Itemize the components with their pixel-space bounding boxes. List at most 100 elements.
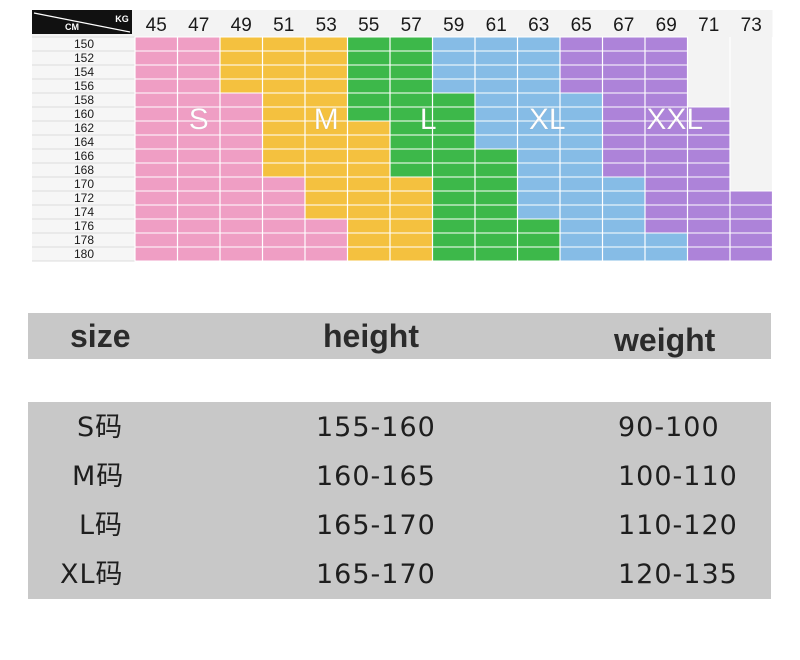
- size-cell: [602, 176, 646, 192]
- size-cell: [219, 92, 263, 108]
- size-cell: [517, 64, 561, 80]
- weight-tick-label: 67: [613, 15, 634, 36]
- size-cell: [644, 232, 688, 248]
- size-cell: [304, 64, 348, 80]
- weight-tick-label: 61: [486, 15, 507, 36]
- row-height: 165-170: [316, 510, 436, 541]
- height-tick-label: 166: [74, 149, 94, 163]
- size-cell: [134, 36, 178, 52]
- size-cell: [262, 50, 306, 66]
- corner-label-cm: CM: [65, 22, 79, 32]
- size-cell: [262, 134, 306, 150]
- size-cell: [559, 162, 603, 178]
- size-cell: [474, 246, 518, 262]
- size-cell: [304, 176, 348, 192]
- weight-tick-label: 59: [443, 15, 464, 36]
- size-cell: [729, 218, 773, 234]
- table-row: XL码 165-170 120-135: [28, 550, 771, 599]
- size-cell: [474, 148, 518, 164]
- size-cell: [432, 50, 476, 66]
- size-cell: [559, 120, 603, 136]
- size-cell: [517, 148, 561, 164]
- size-cell: [177, 218, 221, 234]
- height-tick-label: 164: [74, 135, 94, 149]
- size-cell: [432, 36, 476, 52]
- size-cell: [644, 134, 688, 150]
- size-cell: [134, 92, 178, 108]
- size-cell: [304, 148, 348, 164]
- size-cell: [602, 92, 646, 108]
- size-cell: [134, 148, 178, 164]
- size-cell: [347, 232, 391, 248]
- size-cell: [304, 36, 348, 52]
- size-cell: [644, 190, 688, 206]
- size-cell: [517, 78, 561, 94]
- size-cell: [602, 204, 646, 220]
- size-cell: [134, 134, 178, 150]
- size-cell: [517, 134, 561, 150]
- size-cell: [389, 134, 433, 150]
- row-weight: 120-135: [618, 559, 738, 590]
- row-weight: 100-110: [618, 461, 738, 492]
- size-cell: [559, 92, 603, 108]
- size-cell: [347, 148, 391, 164]
- size-cell: [304, 162, 348, 178]
- size-cell: [474, 204, 518, 220]
- size-cell: [134, 176, 178, 192]
- size-cell: [219, 78, 263, 94]
- size-cell: [219, 36, 263, 52]
- size-cell: [517, 246, 561, 262]
- size-cell: [517, 190, 561, 206]
- size-cell: [347, 162, 391, 178]
- size-cell: [389, 50, 433, 66]
- row-height: 165-170: [316, 559, 436, 590]
- size-cell: [559, 246, 603, 262]
- size-cell: [219, 106, 263, 122]
- size-cell: [134, 106, 178, 122]
- weight-tick-label: 47: [188, 15, 209, 36]
- size-cell: [304, 190, 348, 206]
- row-size: XL码: [60, 559, 124, 590]
- size-cell: [219, 134, 263, 150]
- size-zone-label: XXL: [646, 103, 703, 136]
- size-cell: [304, 232, 348, 248]
- size-cell: [474, 162, 518, 178]
- size-cell: [432, 134, 476, 150]
- size-cell: [347, 218, 391, 234]
- size-cell: [729, 190, 773, 206]
- row-height: 155-160: [316, 412, 436, 443]
- height-tick-label: 156: [74, 79, 94, 93]
- size-cell: [304, 204, 348, 220]
- size-cell: [644, 50, 688, 66]
- size-cell: [644, 64, 688, 80]
- size-cell: [347, 106, 391, 122]
- table-header-bar: size height weight: [28, 313, 771, 359]
- weight-tick-label: 49: [231, 15, 252, 36]
- size-cell: [474, 232, 518, 248]
- size-cell: [347, 204, 391, 220]
- size-cell: [432, 148, 476, 164]
- size-cell: [347, 134, 391, 150]
- header-size: size: [70, 318, 131, 354]
- size-cell: [559, 190, 603, 206]
- row-weight: 110-120: [618, 510, 738, 541]
- size-cell: [177, 246, 221, 262]
- size-cell: [347, 190, 391, 206]
- size-cell: [389, 218, 433, 234]
- height-tick-label: 150: [74, 37, 94, 51]
- size-cell: [559, 78, 603, 94]
- size-cell: [177, 78, 221, 94]
- height-tick-label: 176: [74, 219, 94, 233]
- size-cell: [219, 246, 263, 262]
- size-cell: [219, 120, 263, 136]
- size-cell: [262, 246, 306, 262]
- size-cell: [177, 204, 221, 220]
- height-tick-label: 162: [74, 121, 94, 135]
- size-cell: [602, 162, 646, 178]
- size-cell: [177, 232, 221, 248]
- header-weight: weight: [614, 322, 716, 358]
- size-cell: [347, 92, 391, 108]
- size-cell: [687, 190, 731, 206]
- size-cell: [134, 162, 178, 178]
- size-cell: [517, 204, 561, 220]
